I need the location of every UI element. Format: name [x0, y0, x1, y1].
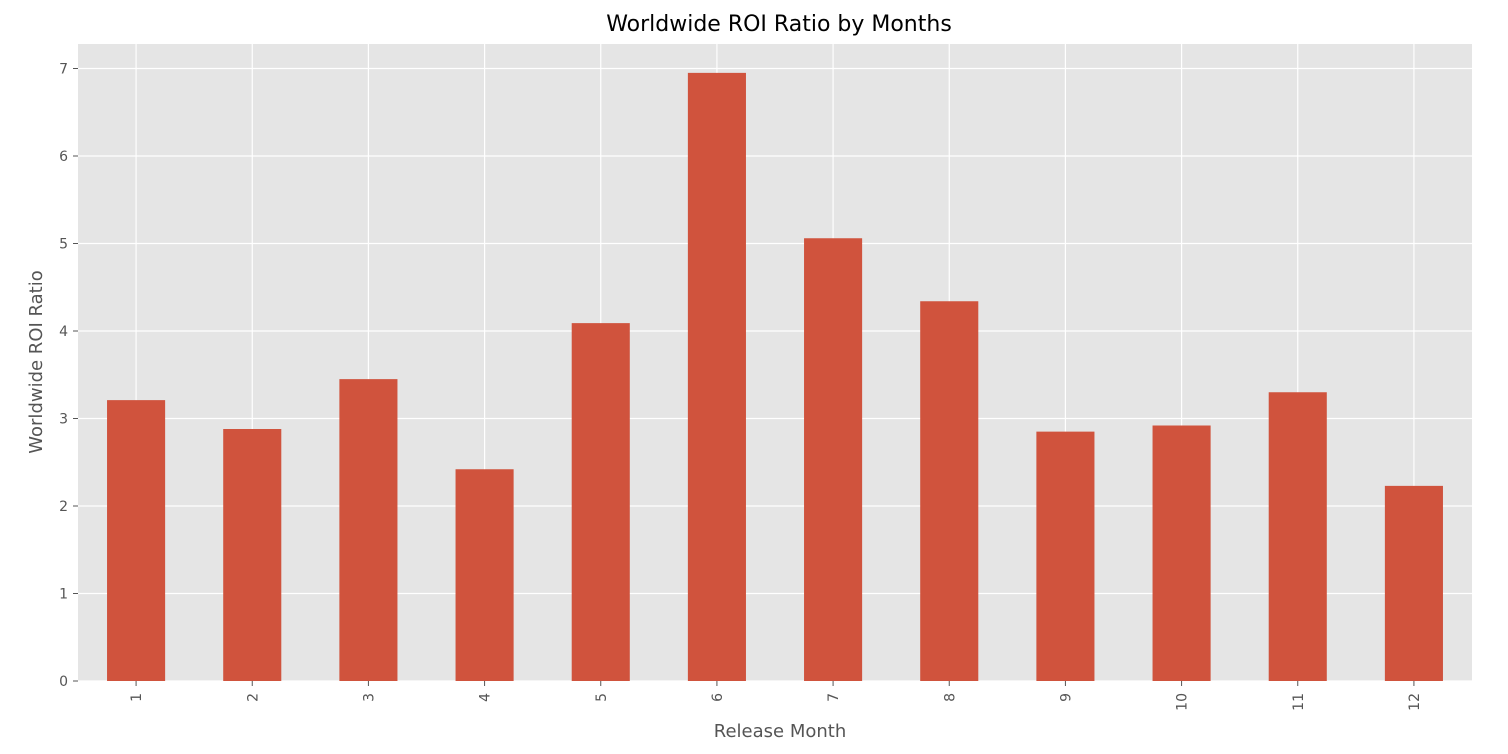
y-tick-label: 5: [59, 237, 68, 253]
plot-area: [78, 44, 1472, 681]
x-axis-label: Release Month: [714, 721, 846, 742]
x-tick-label: 12: [1407, 693, 1423, 711]
x-tick-label: 6: [710, 693, 726, 702]
bars: [107, 72, 1443, 681]
y-axis-label: Worldwide ROI Ratio: [26, 270, 47, 453]
bar-month-3: [339, 379, 398, 681]
x-axis: 1 2 3 4 5 6 7 8 9 10 11 12: [129, 681, 1423, 711]
bar-month-9: [1036, 431, 1095, 681]
x-tick-label: 10: [1175, 693, 1191, 711]
bar-month-12: [1384, 485, 1443, 681]
x-tick-label: 8: [942, 693, 958, 702]
x-tick-label: 1: [129, 693, 145, 702]
y-tick-label: 0: [59, 674, 68, 690]
bar-month-6: [687, 72, 746, 681]
x-tick-label: 2: [245, 693, 261, 702]
bar-month-7: [804, 238, 863, 681]
x-tick-label: 3: [361, 693, 377, 702]
y-tick-label: 7: [59, 62, 68, 78]
x-tick-label: 5: [594, 693, 610, 702]
bar-month-8: [920, 301, 979, 681]
y-tick-label: 4: [59, 324, 68, 340]
y-tick-label: 2: [59, 499, 68, 515]
y-tick-label: 1: [59, 587, 68, 603]
bar-month-11: [1268, 392, 1327, 681]
bar-month-5: [571, 323, 630, 681]
chart-title: Worldwide ROI Ratio by Months: [606, 12, 952, 37]
x-tick-label: 7: [826, 693, 842, 702]
x-tick-label: 11: [1291, 693, 1307, 711]
bar-month-10: [1152, 425, 1211, 681]
x-tick-label: 9: [1058, 693, 1074, 702]
y-tick-label: 3: [59, 412, 68, 428]
y-axis: 0 1 2 3 4 5 6 7: [59, 62, 78, 690]
bar-month-4: [455, 469, 514, 681]
x-tick-label: 4: [478, 693, 494, 702]
bar-month-1: [107, 400, 166, 681]
y-tick-label: 6: [59, 149, 68, 165]
bar-month-2: [223, 429, 282, 681]
